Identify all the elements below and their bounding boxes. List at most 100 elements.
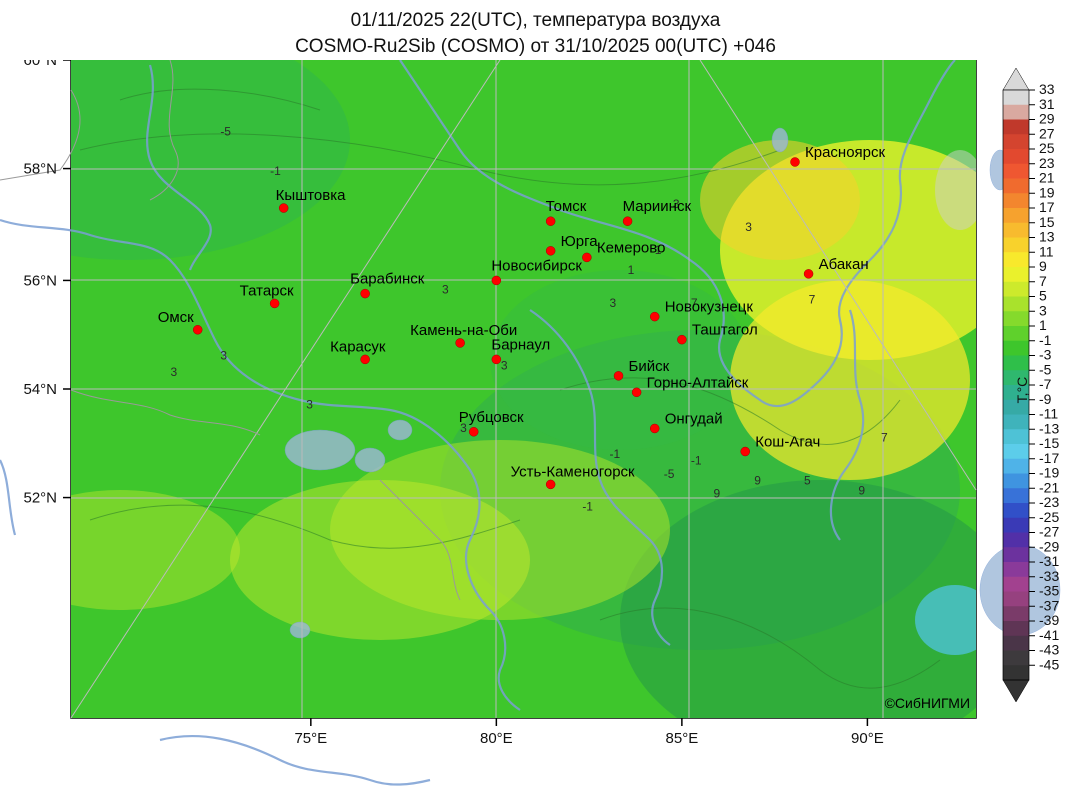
city-dot-кыштовка[interactable]	[279, 204, 288, 213]
city-dot-горно-алтайск[interactable]	[632, 388, 641, 397]
city-dot-татарск[interactable]	[270, 299, 279, 308]
colorbar-tick-label--3: -3	[1039, 347, 1052, 363]
city-dot-омск[interactable]	[193, 325, 202, 334]
city-label-бийск[interactable]: Бийск	[629, 358, 670, 375]
city-label-барабинск[interactable]: Барабинск	[350, 271, 425, 288]
colorbar-tick-label-29: 29	[1039, 111, 1055, 127]
x-tick-label: 85°E	[666, 730, 699, 747]
colorbar-tick-label--1: -1	[1039, 332, 1052, 348]
city-label-новокузнецк[interactable]: Новокузнецк	[665, 299, 754, 316]
colorbar-tick-label-15: 15	[1039, 214, 1055, 230]
city-dot-камень-на-оби[interactable]	[456, 338, 465, 347]
colorbar-title: Т,°C	[1014, 377, 1030, 404]
city-dot-карасук[interactable]	[361, 355, 370, 364]
city-label-кемерово[interactable]: Кемерово	[597, 239, 666, 256]
city-label-томск[interactable]: Томск	[546, 198, 587, 215]
contour-value-label: 9	[858, 483, 865, 497]
city-label-мариинск[interactable]: Мариинск	[623, 198, 692, 215]
colorbar-tick-label--43: -43	[1039, 642, 1059, 658]
colorbar-tick-label-23: 23	[1039, 155, 1055, 171]
colorbar-segment-23	[1003, 429, 1029, 444]
contour-value-label: -5	[220, 125, 231, 139]
city-dot-юрга[interactable]	[546, 246, 555, 255]
colorbar-tick-label--11: -11	[1039, 406, 1058, 422]
city-label-онгудай[interactable]: Онгудай	[665, 410, 723, 427]
colorbar-segment-0	[1003, 90, 1029, 105]
city-label-рубцовск[interactable]: Рубцовск	[459, 409, 524, 426]
city-label-горно-алтайск[interactable]: Горно-Алтайск	[647, 374, 749, 391]
contour-value-label: -1	[691, 454, 702, 468]
map-area: -5 -1 3 3 3 3 1 1 3 3 3 3 3 7 7 -1 -1 -5 -1 9 9 5 9 7 Кыштовка Б…	[0, 60, 1071, 790]
colorbar-tick-label-17: 17	[1039, 199, 1055, 215]
colorbar-segment-9	[1003, 223, 1029, 238]
chart-title: 01/11/2025 22(UTC), температура воздуха …	[0, 8, 1071, 59]
city-label-новосибирск[interactable]: Новосибирск	[491, 257, 582, 274]
city-dot-абакан[interactable]	[804, 269, 813, 278]
colorbar-tick-label-13: 13	[1039, 229, 1055, 245]
city-dot-красноярск[interactable]	[791, 157, 800, 166]
colorbar-tick-label--15: -15	[1039, 435, 1059, 451]
city-dot-рубцовск[interactable]	[469, 427, 478, 436]
city-label-татарск[interactable]: Татарск	[240, 282, 294, 299]
contour-value-label: 5	[804, 473, 811, 487]
colorbar-segment-13	[1003, 282, 1029, 297]
colorbar-segment-25	[1003, 459, 1029, 474]
x-tick-label: 90°E	[851, 730, 884, 747]
colorbar-tick-label--17: -17	[1039, 450, 1059, 466]
city-label-омск[interactable]: Омск	[158, 309, 194, 326]
colorbar-tick-label-9: 9	[1039, 258, 1047, 274]
city-dot-мариинск[interactable]	[623, 217, 632, 226]
contour-value-label: -1	[582, 500, 593, 514]
city-label-кыштовка[interactable]: Кыштовка	[276, 187, 346, 204]
colorbar-segment-29	[1003, 518, 1029, 533]
city-dot-бийск[interactable]	[614, 371, 623, 380]
city-dot-новокузнецк[interactable]	[650, 312, 659, 321]
city-dot-барнаул[interactable]	[492, 355, 501, 364]
y-tick-label: 60°N	[23, 60, 57, 69]
city-dot-кемерово[interactable]	[582, 253, 591, 262]
city-label-барнаул[interactable]: Барнаул	[491, 336, 550, 353]
colorbar-segment-37	[1003, 636, 1029, 651]
colorbar-segment-36	[1003, 621, 1029, 636]
colorbar-segment-8	[1003, 208, 1029, 223]
city-label-карасук[interactable]: Карасук	[330, 338, 386, 355]
y-tick-label: 58°N	[23, 161, 57, 178]
colorbar-tick-label--7: -7	[1039, 376, 1052, 392]
colorbar-svg[interactable]: 33312927252321191715131197531-1-3-5-7-9-…	[985, 60, 1071, 720]
city-label-юрга[interactable]: Юрга	[561, 233, 599, 250]
city-dot-новосибирск[interactable]	[492, 276, 501, 285]
contour-value-label: 3	[745, 220, 752, 234]
city-label-таштагол[interactable]: Таштагол	[692, 322, 758, 339]
map-screenshot: 01/11/2025 22(UTC), температура воздуха …	[0, 0, 1071, 791]
colorbar-bottom-arrow	[1003, 680, 1029, 702]
colorbar-tick-label-21: 21	[1039, 170, 1055, 186]
colorbar-top-arrow	[1003, 68, 1029, 90]
colorbar-tick-label--23: -23	[1039, 494, 1059, 510]
colorbar-segment-28	[1003, 503, 1029, 518]
colorbar-tick-label-33: 33	[1039, 81, 1055, 97]
city-dot-усть-каменогорск[interactable]	[546, 480, 555, 489]
city-dot-томск[interactable]	[546, 217, 555, 226]
colorbar-segment-12	[1003, 267, 1029, 282]
colorbar-segment-17	[1003, 341, 1029, 356]
city-label-кош-агач[interactable]: Кош-Агач	[755, 434, 820, 451]
colorbar-segment-7	[1003, 193, 1029, 208]
y-tick-label: 52°N	[23, 490, 57, 507]
colorbar-gradient[interactable]: 33312927252321191715131197531-1-3-5-7-9-…	[1003, 68, 1059, 702]
contour-value-label: -5	[664, 467, 675, 481]
city-label-усть-каменогорск[interactable]: Усть-Каменогорск	[511, 463, 635, 480]
colorbar-tick-label--35: -35	[1039, 583, 1059, 599]
city-dot-таштагол[interactable]	[677, 335, 686, 344]
contour-value-label: 3	[220, 348, 227, 362]
colorbar-segment-10	[1003, 238, 1029, 253]
city-dot-барабинск[interactable]	[361, 289, 370, 298]
colorbar-segment-11	[1003, 252, 1029, 267]
city-label-абакан[interactable]: Абакан	[819, 256, 869, 273]
colorbar-segment-31	[1003, 547, 1029, 562]
city-label-красноярск[interactable]: Красноярск	[805, 144, 886, 161]
colorbar-segment-27	[1003, 488, 1029, 503]
colorbar-segment-26	[1003, 474, 1029, 489]
city-dot-онгудай[interactable]	[650, 424, 659, 433]
colorbar-tick-label--33: -33	[1039, 568, 1059, 584]
city-dot-кош-агач[interactable]	[741, 447, 750, 456]
